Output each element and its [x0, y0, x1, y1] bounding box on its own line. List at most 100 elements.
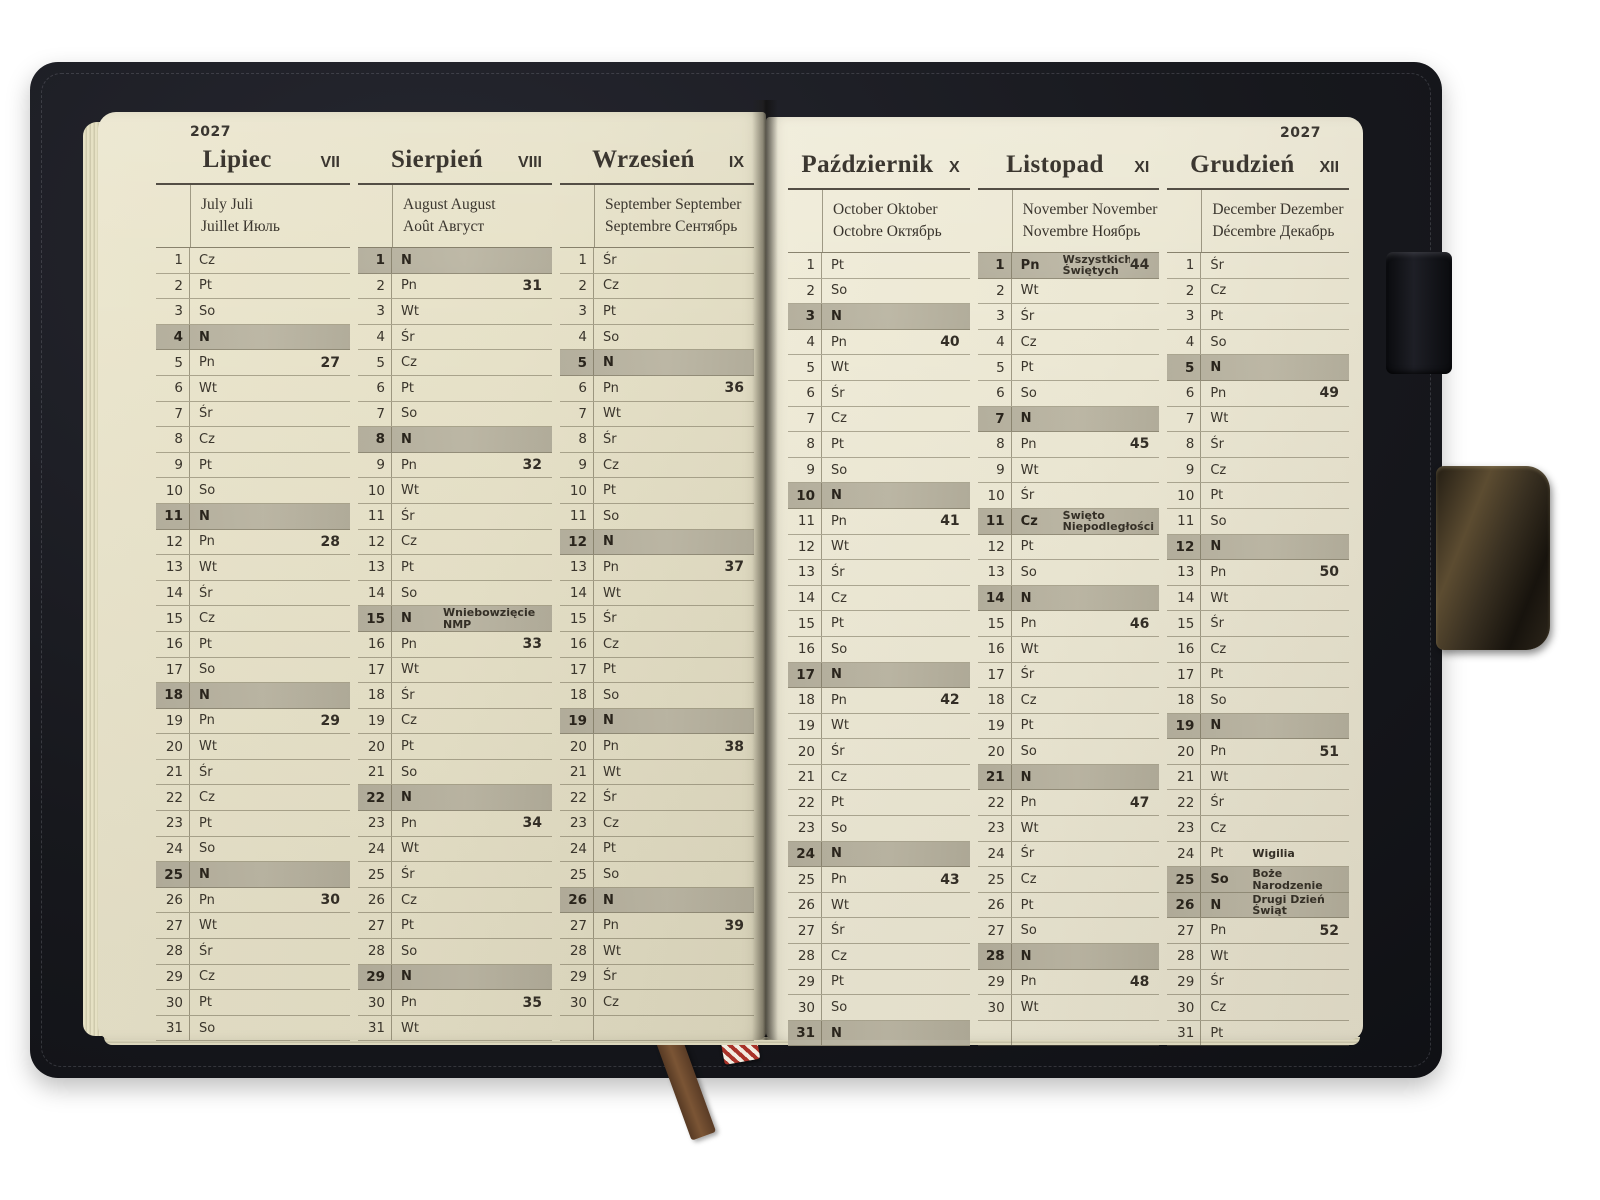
month-subtitle-text: September September Septembre Сентябрь — [595, 185, 741, 247]
day-row: 25 Cz — [977, 867, 1160, 893]
page-gutter-shadow — [752, 100, 778, 1040]
week-number: 43 — [940, 871, 960, 888]
day-number: 26 — [978, 892, 1012, 918]
month-name: Sierpień — [390, 146, 484, 173]
day-row: 28 N — [977, 944, 1160, 970]
month-header: Wrzesień IX — [560, 146, 754, 185]
month-grid: 1 Pn Wszystkich Świętych 44 2 Wt 3 Śr 4 Cz 5 Pt 6 So 7… — [977, 253, 1160, 1047]
day-number: 14 — [978, 585, 1012, 611]
day-row: 24 Pt — [560, 836, 754, 863]
day-number: 24 — [156, 836, 190, 862]
weekday-abbr: So — [199, 303, 216, 319]
subtitle-gutter-line — [788, 190, 823, 252]
weekday-abbr: N — [603, 713, 614, 729]
weekday-abbr: Wt — [1210, 590, 1229, 606]
day-row: 19 N — [1167, 713, 1350, 740]
day-number: 8 — [358, 427, 392, 452]
day-number: 15 — [560, 606, 594, 631]
weekday-abbr: Śr — [1210, 616, 1224, 632]
day-number: 20 — [560, 734, 594, 759]
day-row: 24 Pt Wigilia — [1167, 841, 1350, 868]
day-number: 26 — [156, 887, 190, 913]
month-subtitle-text: August August Août Август — [393, 185, 496, 247]
day-number: 20 — [156, 734, 190, 759]
day-row: 19 Cz — [358, 708, 552, 735]
day-number: 9 — [788, 457, 822, 483]
day-row: 31 N — [788, 1020, 970, 1047]
day-number: 26 — [560, 887, 594, 913]
day-row: 30 Cz — [1167, 995, 1350, 1021]
day-row: 4 Śr — [358, 324, 552, 351]
week-number: 51 — [1319, 743, 1340, 760]
day-number: 19 — [560, 708, 594, 734]
day-row: 9 Wt — [977, 457, 1160, 484]
weekday-abbr: Cz — [1020, 872, 1037, 888]
day-row: 14 Wt — [560, 580, 754, 607]
weekday-abbr: Wt — [1020, 641, 1039, 657]
day-row: 7 Wt — [1167, 406, 1350, 433]
weekday-abbr: Śr — [1020, 308, 1035, 324]
weekday-abbr: Wt — [831, 539, 849, 555]
weekday-abbr: So — [831, 641, 848, 657]
week-number: 52 — [1319, 922, 1340, 939]
day-row: 24 N — [788, 841, 970, 868]
day-number: 19 — [978, 713, 1012, 739]
day-row: 8 Pt — [788, 432, 970, 458]
day-number: 25 — [1167, 867, 1202, 892]
day-row: 22 Śr — [560, 785, 754, 812]
weekday-abbr: Śr — [199, 764, 213, 780]
month-header: Sierpień VIII — [358, 146, 552, 185]
day-row: 20 Wt — [156, 734, 350, 760]
weekday-abbr: Pt — [199, 278, 212, 294]
month-subtitle: October Oktober Octobre Октябрь — [788, 190, 970, 253]
day-number: 27 — [156, 913, 190, 939]
day-row: 9 Cz — [560, 452, 754, 479]
weekday-abbr: Cz — [603, 815, 619, 831]
month-header: Listopad XI — [977, 151, 1160, 190]
day-number: 20 — [358, 734, 392, 759]
weekday-abbr: Śr — [831, 744, 845, 760]
day-row: 16 Cz — [560, 631, 754, 658]
day-number: 25 — [978, 867, 1012, 892]
day-number: 6 — [1167, 380, 1202, 406]
day-number: 10 — [560, 478, 594, 503]
day-number: 2 — [1167, 278, 1202, 304]
day-row: 1 Pt — [788, 253, 970, 279]
day-number: 4 — [788, 329, 822, 355]
subtitle-gutter-line — [978, 190, 1013, 252]
subtitle-line: Août Август — [403, 218, 485, 235]
day-row: 3 Pt — [1167, 304, 1350, 330]
weekday-abbr: Wt — [199, 918, 217, 934]
day-number: 29 — [156, 964, 190, 990]
day-number: 25 — [358, 862, 392, 887]
day-row: 28 Cz — [788, 944, 970, 970]
day-number: 22 — [1167, 790, 1202, 816]
day-row: 26 N — [560, 887, 754, 914]
month-name: Grudzień — [1190, 151, 1295, 178]
day-row: 12 Wt — [788, 534, 970, 561]
month-subtitle-text: July Juli Juillet Июль — [191, 185, 280, 247]
day-number: 11 — [358, 503, 392, 529]
day-row: 8 Cz — [156, 427, 350, 453]
day-number: 21 — [560, 759, 594, 785]
day-row: 10 Wt — [358, 478, 552, 504]
subtitle-gutter-line — [560, 185, 595, 247]
day-number: 29 — [978, 969, 1012, 995]
day-number: 11 — [156, 503, 190, 529]
weekday-abbr: Pn — [199, 355, 215, 371]
day-number: 25 — [156, 862, 190, 887]
day-number: 8 — [978, 432, 1012, 457]
day-number: 19 — [156, 708, 190, 734]
week-number: 37 — [724, 559, 744, 576]
weekday-abbr: So — [1020, 744, 1037, 760]
day-row: 8 Śr — [560, 427, 754, 453]
holiday-note: Święto Niepodległości — [1062, 510, 1154, 533]
weekday-abbr: Cz — [603, 278, 619, 294]
weekday-abbr: Pt — [831, 974, 844, 990]
weekday-abbr: N — [1210, 897, 1222, 913]
month-X: Październik X October Oktober Octobre Октяб… — [788, 151, 970, 1047]
weekday-abbr: N — [401, 431, 412, 447]
